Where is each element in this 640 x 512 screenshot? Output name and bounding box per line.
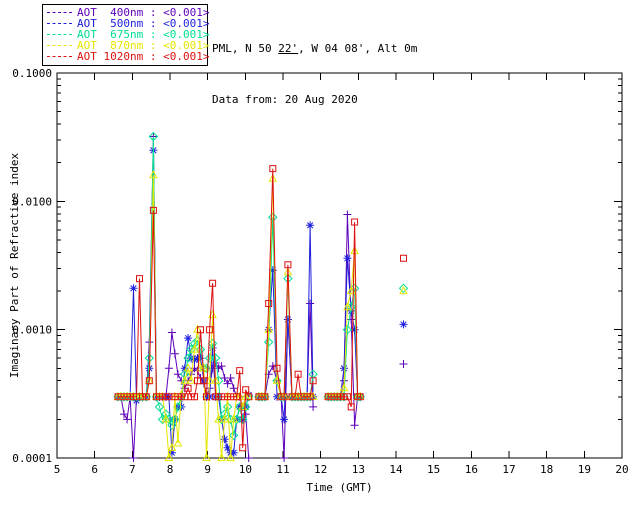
legend-swatch-400nm xyxy=(47,12,72,13)
plot-area-border xyxy=(56,72,623,459)
legend-swatch-870nm xyxy=(47,45,72,46)
y-axis-title: Imaginary Part of Refractive index xyxy=(8,153,21,379)
series-markers-675nm-diamond-marker xyxy=(254,212,318,402)
legend-swatch-500nm xyxy=(47,23,72,24)
series-markers-400nm-plus-marker xyxy=(399,360,408,368)
x-tick-label: 18 xyxy=(540,463,553,476)
series-markers-1020nm-square-marker xyxy=(255,165,317,401)
x-tick-label: 14 xyxy=(389,463,403,476)
series-line-1020nm xyxy=(258,168,314,398)
legend-label-675nm: AOT 675nm : <0.001> xyxy=(77,28,210,41)
x-tick-label: 19 xyxy=(578,463,591,476)
x-tick-label: 16 xyxy=(465,463,478,476)
axes xyxy=(56,72,623,459)
series-markers-675nm-diamond-marker xyxy=(323,283,365,402)
x-tick-label: 12 xyxy=(314,463,327,476)
legend: AOT 400nm : <0.001> AOT 500nm : <0.001> AO… xyxy=(42,4,209,66)
x-tick-label: 13 xyxy=(352,463,365,476)
legend-item-400nm: AOT 400nm : <0.001> xyxy=(47,7,209,18)
x-tick-label: 17 xyxy=(502,463,515,476)
series-markers-675nm-diamond-marker xyxy=(398,283,409,294)
series-markers-1020nm-square-marker xyxy=(114,206,253,452)
series-400nm xyxy=(114,132,408,462)
x-tick-label: 15 xyxy=(427,463,440,476)
x-tick-label: 8 xyxy=(167,463,174,476)
legend-swatch-675nm xyxy=(47,34,72,35)
series-markers-1020nm-square-marker xyxy=(400,254,407,262)
x-tick-label: 9 xyxy=(204,463,211,476)
series-500nm xyxy=(114,146,408,457)
legend-label-500nm: AOT 500nm : <0.001> xyxy=(77,17,210,30)
legend-item-1020nm: AOT 1020nm : <0.001> xyxy=(47,51,209,62)
series-1020nm xyxy=(114,165,407,452)
legend-item-870nm: AOT 870nm : <0.001> xyxy=(47,40,209,51)
data-date-line: Data from: 20 Aug 2020 xyxy=(212,93,358,106)
x-axis-title: Time (GMT) xyxy=(306,481,372,494)
plot-header: PML, N 50 22', W 04 08', Alt 0m Data fro… xyxy=(212,6,417,142)
y-tick-label: 0.0010 xyxy=(12,324,52,337)
series-markers-500nm-asterisk-marker xyxy=(399,320,408,329)
site-name: PML, N 50 xyxy=(212,42,279,55)
legend-label-870nm: AOT 870nm : <0.001> xyxy=(77,39,210,52)
series-markers-1020nm-square-marker xyxy=(324,218,364,411)
legend-label-1020nm: AOT 1020nm : <0.001> xyxy=(77,50,210,63)
x-tick-label: 6 xyxy=(91,463,98,476)
y-tick-label: 0.0001 xyxy=(12,452,52,465)
series-870nm xyxy=(113,170,408,462)
latitude-minutes: 22' xyxy=(278,42,299,55)
y-tick-label: 0.1000 xyxy=(12,67,52,80)
x-tick-label: 7 xyxy=(129,463,136,476)
axis-labels: 5 6 7 8 9 10 11 12 13 14 15 16 17 18 19 20 0.0001 0.0010 0… xyxy=(8,67,629,494)
legend-item-500nm: AOT 500nm : <0.001> xyxy=(47,18,209,29)
site-location-line: PML, N 50 22', W 04 08', Alt 0m xyxy=(212,40,417,57)
x-tick-label: 20 xyxy=(615,463,628,476)
series-markers-675nm-diamond-marker xyxy=(113,131,254,441)
x-tick-label: 10 xyxy=(239,463,252,476)
legend-label-400nm: AOT 400nm : <0.001> xyxy=(77,6,210,19)
series-line-675nm xyxy=(118,136,250,436)
legend-item-675nm: AOT 675nm : <0.001> xyxy=(47,29,209,40)
x-tick-label: 5 xyxy=(54,463,61,476)
legend-swatch-1020nm xyxy=(47,56,72,57)
x-tick-label: 11 xyxy=(276,463,289,476)
series-markers-500nm-asterisk-marker xyxy=(114,146,253,457)
series-line-870nm xyxy=(118,175,249,459)
site-coords: , W 04 08', Alt 0m xyxy=(298,42,418,55)
series-markers-870nm-triangle-marker xyxy=(399,285,408,295)
y-tick-label: 0.0100 xyxy=(12,195,52,208)
series-markers-400nm-plus-marker xyxy=(114,132,253,462)
